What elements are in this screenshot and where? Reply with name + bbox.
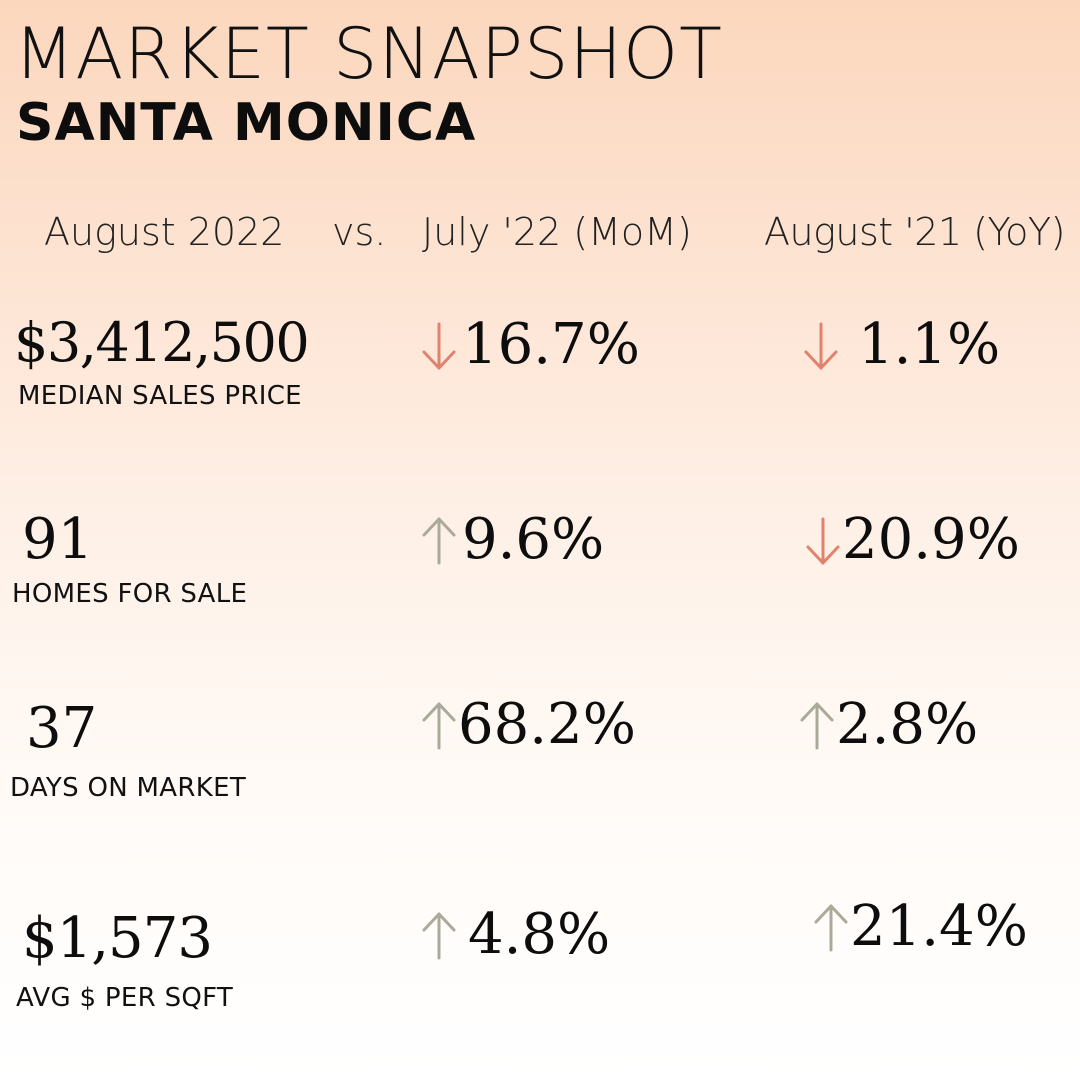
metric-label-days-on-market: DAYS ON MARKET	[10, 773, 247, 803]
yoy-change-median-sales-price: 1.1%	[802, 310, 1000, 380]
arrow-head	[422, 517, 456, 537]
mom-percent: 4.8%	[468, 902, 611, 967]
mom-change-median-sales-price: 16.7%	[420, 310, 640, 380]
location-subtitle: SANTA MONICA	[16, 93, 477, 153]
arrow-head	[804, 350, 838, 370]
arrow-down-icon	[802, 318, 840, 374]
metric-value-homes-for-sale: 91	[22, 507, 94, 572]
yoy-percent: 1.1%	[858, 312, 1001, 377]
arrow-down-icon	[804, 513, 842, 569]
mom-percent: 68.2%	[458, 692, 636, 757]
header-current-period: August 2022	[44, 210, 285, 254]
arrow-head	[800, 702, 834, 722]
mom-percent: 9.6%	[462, 507, 605, 572]
arrow-down-icon	[420, 318, 458, 374]
header-mom-period: July '22 (MoM)	[422, 210, 692, 254]
arrow-up-icon	[420, 698, 458, 754]
arrow-head	[422, 350, 456, 370]
arrow-up-icon	[420, 513, 458, 569]
metric-label-avg-price-per-sqft: AVG $ PER SQFT	[16, 983, 234, 1013]
arrow-head	[422, 702, 456, 722]
header-yoy-period: August '21 (YoY)	[764, 210, 1065, 254]
mom-change-homes-for-sale: 9.6%	[420, 505, 604, 575]
metric-value-avg-price-per-sqft: $1,573	[22, 906, 213, 971]
arrow-up-icon	[812, 900, 850, 956]
yoy-percent: 2.8%	[836, 692, 979, 757]
arrow-head	[814, 904, 848, 924]
yoy-change-avg-price-per-sqft: 21.4%	[812, 892, 1028, 962]
page-title: MARKET SNAPSHOT	[14, 13, 723, 95]
arrow-head	[422, 912, 456, 932]
metric-value-median-sales-price: $3,412,500	[14, 311, 310, 374]
yoy-change-days-on-market: 2.8%	[798, 690, 978, 760]
mom-change-days-on-market: 68.2%	[420, 690, 636, 760]
arrow-up-icon	[798, 698, 836, 754]
arrow-up-icon	[420, 908, 458, 964]
metric-label-median-sales-price: MEDIAN SALES PRICE	[18, 381, 302, 411]
arrow-head	[806, 545, 840, 565]
mom-change-avg-price-per-sqft: 4.8%	[420, 900, 610, 970]
metric-value-days-on-market: 37	[26, 696, 98, 761]
metric-label-homes-for-sale: HOMES FOR SALE	[12, 579, 248, 609]
yoy-change-homes-for-sale: 20.9%	[804, 505, 1020, 575]
mom-percent: 16.7%	[462, 312, 640, 377]
yoy-percent: 21.4%	[850, 894, 1028, 959]
header-vs: vs.	[332, 210, 387, 254]
yoy-percent: 20.9%	[842, 507, 1020, 572]
